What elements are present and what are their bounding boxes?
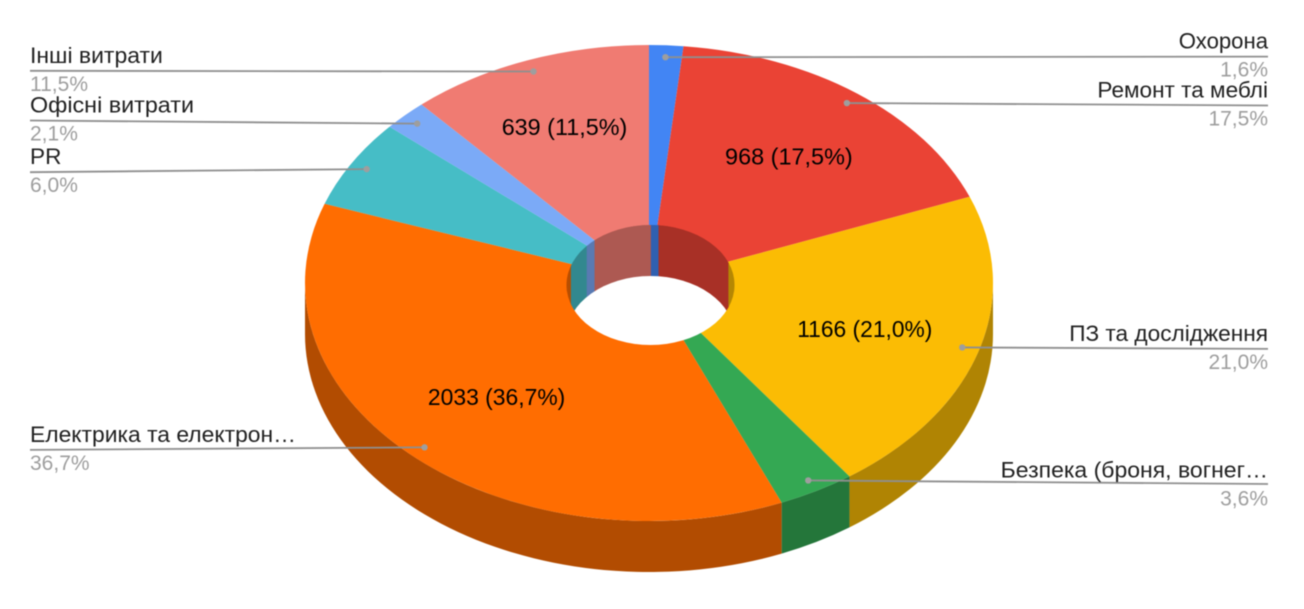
svg-text:36,7%: 36,7% — [30, 452, 90, 475]
svg-text:21,0%: 21,0% — [1208, 351, 1268, 374]
svg-text:3,6%: 3,6% — [1220, 487, 1268, 510]
svg-text:Безпека (броня, вогнег…: Безпека (броня, вогнег… — [1001, 457, 1268, 482]
svg-text:Інші витрати: Інші витрати — [30, 43, 163, 68]
svg-text:1166 (21,0%): 1166 (21,0%) — [797, 316, 932, 342]
svg-text:17,5%: 17,5% — [1208, 108, 1268, 131]
svg-text:2,1%: 2,1% — [30, 123, 78, 146]
svg-text:PR: PR — [30, 144, 61, 169]
svg-text:11,5%: 11,5% — [30, 73, 88, 96]
svg-text:Ремонт та меблі: Ремонт та меблі — [1097, 78, 1268, 103]
svg-text:Охорона: Охорона — [1179, 29, 1269, 54]
svg-text:2033 (36,7%): 2033 (36,7%) — [428, 384, 565, 410]
svg-text:Електрика та електрон…: Електрика та електрон… — [30, 422, 296, 447]
svg-text:968 (17,5%): 968 (17,5%) — [725, 144, 853, 170]
svg-text:Офісні витрати: Офісні витрати — [30, 93, 194, 118]
svg-text:1,6%: 1,6% — [1220, 59, 1268, 82]
svg-text:639 (11,5%): 639 (11,5%) — [502, 114, 628, 140]
svg-text:ПЗ та дослідження: ПЗ та дослідження — [1069, 321, 1268, 346]
svg-text:6,0%: 6,0% — [30, 174, 78, 197]
